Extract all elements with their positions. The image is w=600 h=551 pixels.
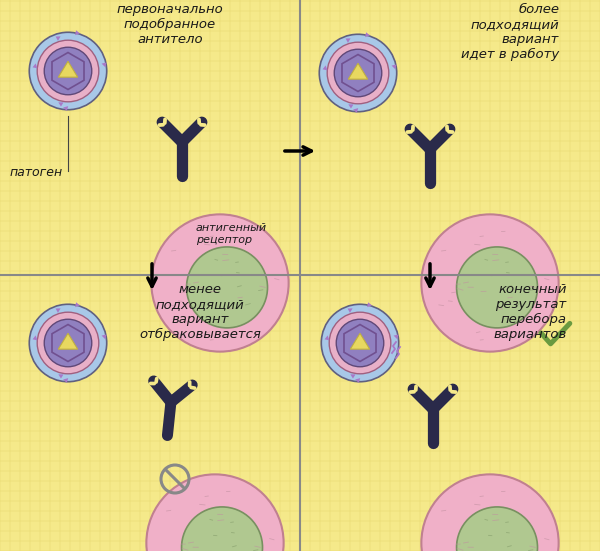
Polygon shape [101,62,106,67]
Polygon shape [32,336,37,341]
Polygon shape [101,334,106,339]
Polygon shape [56,309,61,313]
Circle shape [182,507,263,551]
Circle shape [37,40,99,102]
Polygon shape [75,30,80,35]
Polygon shape [355,378,360,383]
Polygon shape [32,63,37,68]
Polygon shape [367,302,372,307]
Polygon shape [353,108,358,113]
Text: первоначально
подобранное
антитело: первоначально подобранное антитело [116,3,223,46]
Polygon shape [394,334,398,339]
Text: конечный
результат
перебора
вариантов: конечный результат перебора вариантов [493,283,566,341]
Polygon shape [347,309,353,313]
Polygon shape [350,333,370,349]
Text: менее
подходящий
вариант
отбраковывается: менее подходящий вариант отбраковывается [139,283,261,341]
Circle shape [329,312,391,374]
Polygon shape [325,336,329,341]
Polygon shape [75,302,80,307]
Polygon shape [58,333,77,349]
Polygon shape [365,33,370,37]
Text: патоген: патоген [10,166,63,179]
Polygon shape [392,64,397,69]
Circle shape [421,474,559,551]
Polygon shape [63,378,68,383]
Text: антигенный
рецептор: антигенный рецептор [196,223,267,245]
Circle shape [37,312,99,374]
Circle shape [44,319,92,367]
Circle shape [319,34,397,112]
Circle shape [457,247,538,328]
Polygon shape [58,61,77,77]
Polygon shape [346,39,350,43]
Circle shape [146,474,284,551]
Polygon shape [58,374,64,379]
Circle shape [336,319,384,367]
Polygon shape [58,102,64,106]
Polygon shape [63,106,68,111]
Polygon shape [350,374,356,379]
Polygon shape [56,36,61,41]
Circle shape [29,33,107,110]
Circle shape [334,49,382,97]
Circle shape [321,304,399,382]
Circle shape [421,214,559,352]
Circle shape [457,507,538,551]
Circle shape [29,304,107,382]
Text: более
подходящий
вариант
идет в работу: более подходящий вариант идет в работу [461,3,559,61]
Circle shape [327,42,389,104]
Polygon shape [323,66,328,71]
Circle shape [187,247,268,328]
Circle shape [151,214,289,352]
Circle shape [44,47,92,95]
Polygon shape [349,63,368,79]
Polygon shape [349,104,353,109]
